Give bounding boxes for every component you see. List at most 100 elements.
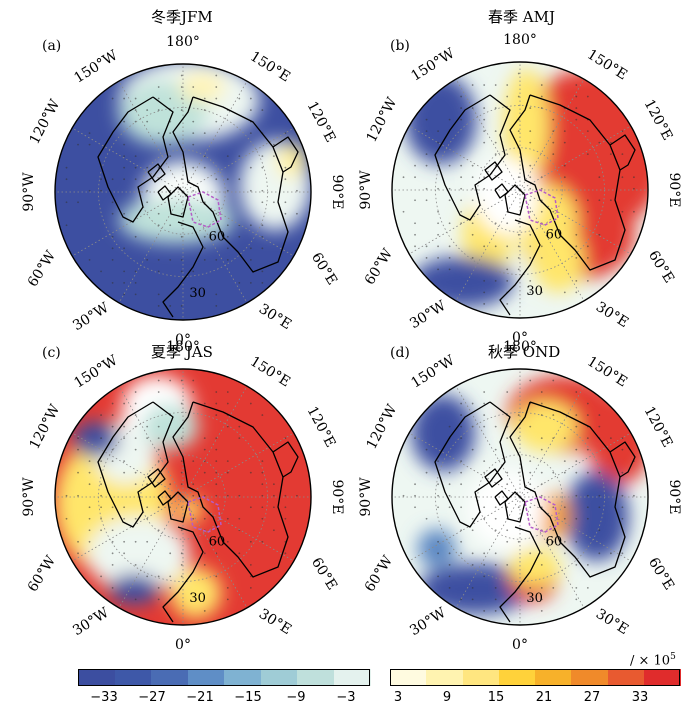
colorbar-segment bbox=[333, 669, 371, 686]
colorbar-segment bbox=[260, 669, 298, 686]
colorbar-segment bbox=[187, 669, 225, 686]
coastlines bbox=[97, 96, 299, 318]
colorbar-tick: −15 bbox=[234, 690, 262, 705]
colorbar-tick: −21 bbox=[186, 690, 214, 705]
lon-label-right: 90°E bbox=[328, 174, 345, 210]
colorbar-tick: 3 bbox=[393, 690, 403, 705]
field-blob bbox=[475, 158, 540, 235]
map-b: 60 30 bbox=[391, 61, 649, 319]
colorbar-tick: 33 bbox=[631, 690, 649, 705]
colorbar-segment bbox=[390, 669, 427, 686]
map-rim bbox=[391, 368, 649, 626]
colorbar-negative bbox=[78, 669, 371, 686]
field-blob bbox=[119, 197, 235, 244]
map-a: 60 30 bbox=[54, 63, 312, 321]
graticule bbox=[392, 62, 648, 318]
field-blob bbox=[404, 74, 477, 165]
colorbar-positive bbox=[390, 669, 681, 686]
colorbar-segment bbox=[462, 669, 500, 686]
map-rim bbox=[54, 368, 312, 626]
panel-label: (b) bbox=[390, 38, 410, 54]
panel-b: 60 30 (b) 春季 AMJ 180° 0° 150°W 150°E 120°W 120°E 9… bbox=[350, 0, 700, 347]
colorbar-segment bbox=[643, 669, 681, 686]
lon-label-bottom: 0° bbox=[175, 637, 191, 654]
colorbar-segment bbox=[78, 669, 115, 686]
colorbar-tick: −27 bbox=[138, 690, 166, 705]
lon-label-left: 90°W bbox=[21, 172, 38, 212]
map-c: 60 30 bbox=[54, 368, 312, 626]
study-region-box bbox=[524, 496, 559, 533]
significance-stipple bbox=[65, 74, 298, 307]
panel-label: (d) bbox=[390, 345, 410, 361]
colorbar-tick: 21 bbox=[535, 690, 553, 705]
study-region-box bbox=[187, 496, 222, 533]
lon-label-bottom: 0° bbox=[512, 637, 528, 654]
colorbar-segment bbox=[224, 669, 261, 686]
lon-label-left: 90°W bbox=[358, 477, 375, 517]
map-rim bbox=[391, 61, 649, 319]
lon-label-top: 180° bbox=[503, 32, 537, 49]
colorbar-segment bbox=[571, 669, 608, 686]
graticule bbox=[55, 64, 311, 320]
panel-label: (a) bbox=[42, 38, 62, 54]
field-blob bbox=[411, 394, 476, 472]
panel-title: 夏季 JAS bbox=[151, 343, 213, 361]
field-blob bbox=[564, 471, 629, 561]
latitude-label: 60 bbox=[546, 535, 563, 550]
lon-label-bottom: 0° bbox=[512, 330, 528, 347]
panel-label: (c) bbox=[42, 345, 61, 361]
field-blob bbox=[468, 471, 546, 549]
latitude-label: 30 bbox=[189, 286, 206, 301]
latitude-label: 30 bbox=[189, 591, 206, 606]
lon-label-left: 90°W bbox=[21, 477, 38, 517]
field-blob bbox=[108, 573, 160, 605]
coastlines bbox=[434, 401, 636, 623]
coastlines bbox=[97, 401, 299, 623]
lon-label-right: 90°E bbox=[665, 479, 682, 515]
lon-label-bottom: 0° bbox=[175, 332, 191, 349]
colorbar-segment bbox=[535, 669, 572, 686]
colorbar-segment bbox=[426, 669, 463, 686]
latitude-label: 60 bbox=[546, 228, 563, 243]
coastlines bbox=[434, 94, 636, 316]
colorbar-segment bbox=[297, 669, 334, 686]
lon-label-top: 180° bbox=[166, 339, 200, 356]
colorbar-segment bbox=[151, 669, 188, 686]
lon-label-top: 180° bbox=[166, 34, 200, 51]
lon-label-right: 90°E bbox=[328, 479, 345, 515]
unit-exponent: 5 bbox=[670, 652, 676, 662]
field-blob bbox=[72, 421, 119, 458]
colorbar-tick: 15 bbox=[487, 690, 505, 705]
map-d: 60 30 bbox=[391, 368, 649, 626]
graticule bbox=[392, 369, 648, 625]
unit-text: / × 10 bbox=[630, 653, 671, 669]
panel-a: 60 30 (a) 冬季JFM 180° 0° 150°W 150°E 120°W 120°E 90… bbox=[0, 0, 350, 349]
latitude-label: 30 bbox=[526, 284, 543, 299]
field-blob bbox=[532, 228, 584, 293]
latitude-label: 30 bbox=[526, 591, 543, 606]
field-blob bbox=[276, 142, 308, 178]
panel-c: 60 30 (c) 夏季 JAS 180° 0° 150°W 150°E 120°W 120°E 9… bbox=[0, 339, 350, 670]
panel-title: 春季 AMJ bbox=[488, 8, 555, 26]
colorbar-tick: 27 bbox=[583, 690, 601, 705]
field-blob bbox=[513, 401, 578, 453]
colorbar-tick: 9 bbox=[442, 690, 452, 705]
map-rim bbox=[54, 63, 312, 321]
study-region-box bbox=[524, 189, 559, 226]
colorbar-tick: −9 bbox=[286, 690, 306, 705]
study-region-box bbox=[187, 191, 222, 228]
colorbar-segment bbox=[498, 669, 536, 686]
latitude-label: 60 bbox=[209, 535, 226, 550]
panel-d: 60 30 (d) 秋季 OND 180° 0° 150°W 150°E 120°W 120°E 9… bbox=[350, 339, 700, 670]
field-blob bbox=[509, 548, 561, 587]
colorbar-tick: −33 bbox=[90, 690, 118, 705]
field-blob bbox=[411, 256, 514, 308]
field-blob bbox=[87, 516, 190, 593]
lon-label-top: 180° bbox=[503, 339, 537, 356]
unit-label: / × 105 bbox=[630, 652, 676, 668]
colorbar-segment bbox=[114, 669, 152, 686]
panel-title: 冬季JFM bbox=[151, 8, 213, 26]
field-blob bbox=[587, 394, 648, 485]
field-blob bbox=[179, 71, 226, 103]
lon-label-left: 90°W bbox=[358, 170, 375, 210]
